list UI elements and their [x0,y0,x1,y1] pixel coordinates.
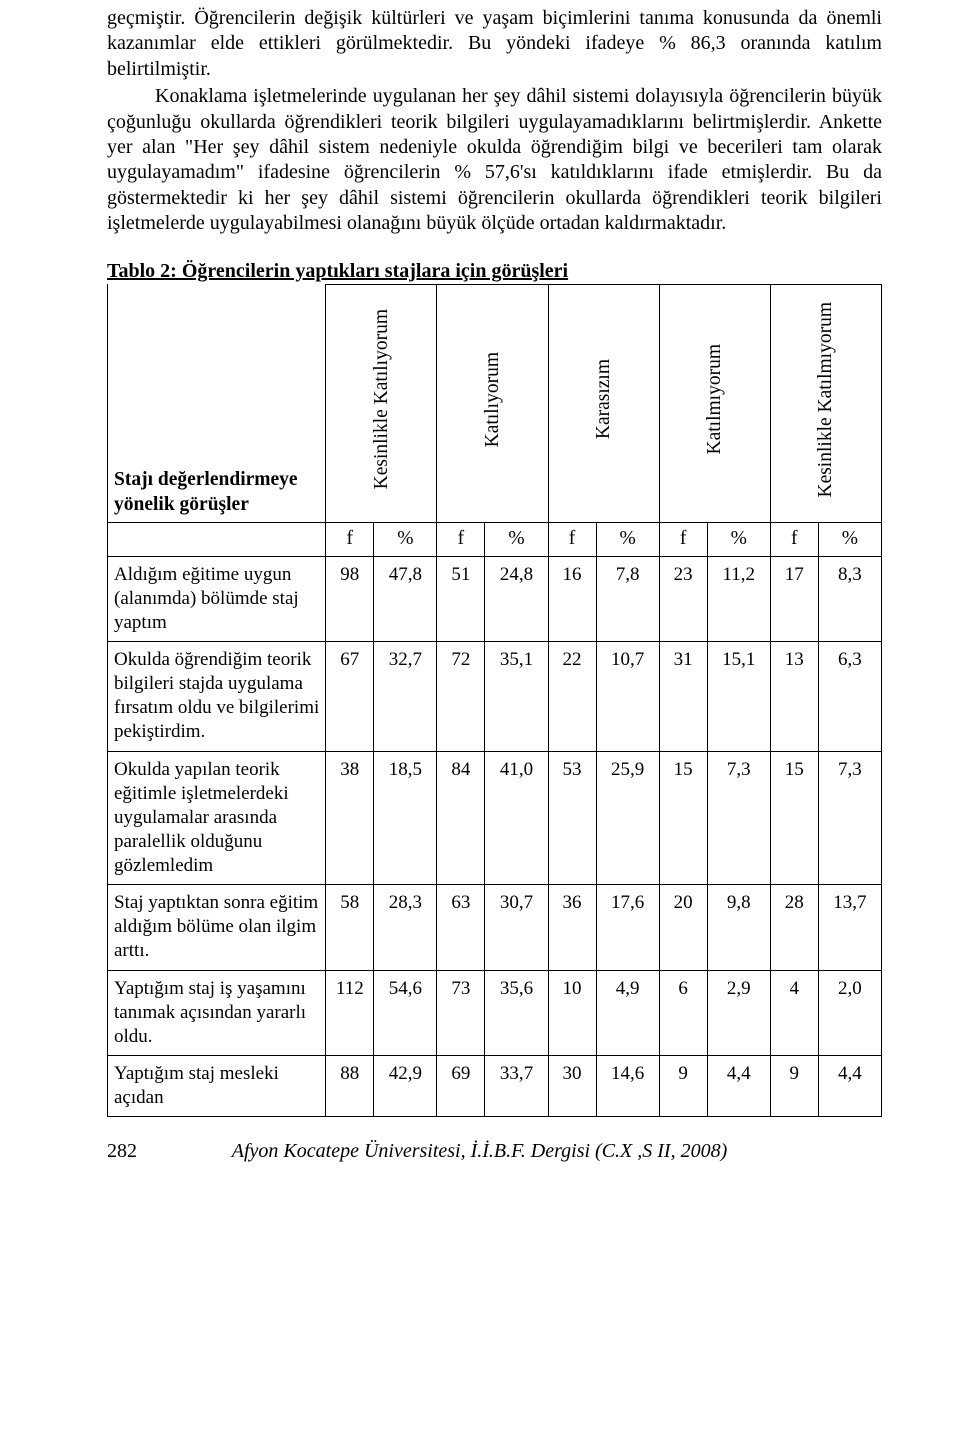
table-cell: 4,4 [818,1055,881,1116]
table-cell: 7,3 [818,751,881,885]
table-cell: f [659,522,707,556]
table-cell: 13,7 [818,885,881,970]
table-cell: 73 [437,970,485,1055]
table-cell: 47,8 [374,556,437,641]
table-cell: % [374,522,437,556]
table-row: Aldığım eğitime uygun (alanımda) bölümde… [108,556,882,641]
page-number: 282 [107,1139,137,1164]
table-cell: % [596,522,659,556]
row-label: Okulda öğrendiğim teorik bilgileri stajd… [108,642,326,752]
table-cell [108,522,326,556]
table-cell: 9 [770,1055,818,1116]
table-cell: 9,8 [707,885,770,970]
table-cell: 28 [770,885,818,970]
table-cell: 15,1 [707,642,770,752]
row-label: Staj yaptıktan sonra eğitim aldığım bölü… [108,885,326,970]
paragraph-1: geçmiştir. Öğrencilerin değişik kültürle… [107,6,882,82]
table-cell: 30,7 [485,885,548,970]
table-cell: 6,3 [818,642,881,752]
table-row: Okulda öğrendiğim teorik bilgileri stajd… [108,642,882,752]
col-header-1: Kesinlikle Katılıyorum [326,284,437,522]
col-header-5: Kesinlikle Katılmıyorum [770,284,881,522]
table-cell: % [485,522,548,556]
table-cell: 32,7 [374,642,437,752]
table-row: Staj yaptıktan sonra eğitim aldığım bölü… [108,885,882,970]
table-cell: 14,6 [596,1055,659,1116]
table-cell: 18,5 [374,751,437,885]
table-cell: 15 [770,751,818,885]
table-cell: 28,3 [374,885,437,970]
table-cell: 22 [548,642,596,752]
table-cell: 23 [659,556,707,641]
table-cell: 6 [659,970,707,1055]
table-cell: 41,0 [485,751,548,885]
table-cell: f [437,522,485,556]
table-subheader-row: f % f % f % f % f % [108,522,882,556]
row-label: Aldığım eğitime uygun (alanımda) bölümde… [108,556,326,641]
table-cell: 35,1 [485,642,548,752]
footer-source: Afyon Kocatepe Üniversitesi, İ.İ.B.F. De… [137,1139,822,1164]
table-cell: 88 [326,1055,374,1116]
table-cell: 33,7 [485,1055,548,1116]
paragraph-2: Konaklama işletmelerinde uygulanan her ş… [107,84,882,236]
table-cell: 67 [326,642,374,752]
table-cell: 8,3 [818,556,881,641]
table-cell: 51 [437,556,485,641]
row-header-label: Stajı değerlendirmeye yönelik görüşler [108,284,326,522]
table-cell: 10 [548,970,596,1055]
table-cell: 4,9 [596,970,659,1055]
table-cell: % [707,522,770,556]
table-cell: 112 [326,970,374,1055]
table-cell: 20 [659,885,707,970]
table-cell: % [818,522,881,556]
col-header-3: Karasızım [548,284,659,522]
table-cell: 98 [326,556,374,641]
table-cell: 7,8 [596,556,659,641]
table-cell: 4 [770,970,818,1055]
table-row: Yaptığım staj mesleki açıdan8842,96933,7… [108,1055,882,1116]
table-cell: 17 [770,556,818,641]
table-cell: 24,8 [485,556,548,641]
table-header-row: Stajı değerlendirmeye yönelik görüşler K… [108,284,882,522]
table-cell: 11,2 [707,556,770,641]
table-cell: 30 [548,1055,596,1116]
table-cell: 63 [437,885,485,970]
table-cell: 16 [548,556,596,641]
table-cell: 25,9 [596,751,659,885]
table-cell: 58 [326,885,374,970]
row-label: Yaptığım staj mesleki açıdan [108,1055,326,1116]
table-cell: 36 [548,885,596,970]
table-cell: 9 [659,1055,707,1116]
page-footer: 282 Afyon Kocatepe Üniversitesi, İ.İ.B.F… [107,1139,882,1164]
table-cell: 15 [659,751,707,885]
table-cell: 17,6 [596,885,659,970]
table-cell: 35,6 [485,970,548,1055]
row-label: Yaptığım staj iş yaşamını tanımak açısın… [108,970,326,1055]
table-cell: 84 [437,751,485,885]
table-cell: 53 [548,751,596,885]
table-cell: 10,7 [596,642,659,752]
table-title: Tablo 2: Öğrencilerin yaptıkları stajlar… [107,259,882,284]
table-row: Okulda yapılan teorik eğitimle işletmele… [108,751,882,885]
col-header-2: Katılıyorum [437,284,548,522]
table-cell: 2,0 [818,970,881,1055]
table-cell: 38 [326,751,374,885]
table-cell: 4,4 [707,1055,770,1116]
table-cell: 54,6 [374,970,437,1055]
table-cell: 72 [437,642,485,752]
survey-table: Stajı değerlendirmeye yönelik görüşler K… [107,284,882,1117]
table-cell: 2,9 [707,970,770,1055]
table-cell: 13 [770,642,818,752]
table-cell: 42,9 [374,1055,437,1116]
table-cell: f [770,522,818,556]
table-cell: 31 [659,642,707,752]
table-cell: 69 [437,1055,485,1116]
table-cell: 7,3 [707,751,770,885]
table-cell: f [326,522,374,556]
row-label: Okulda yapılan teorik eğitimle işletmele… [108,751,326,885]
col-header-4: Katılmıyorum [659,284,770,522]
table-cell: f [548,522,596,556]
table-row: Yaptığım staj iş yaşamını tanımak açısın… [108,970,882,1055]
